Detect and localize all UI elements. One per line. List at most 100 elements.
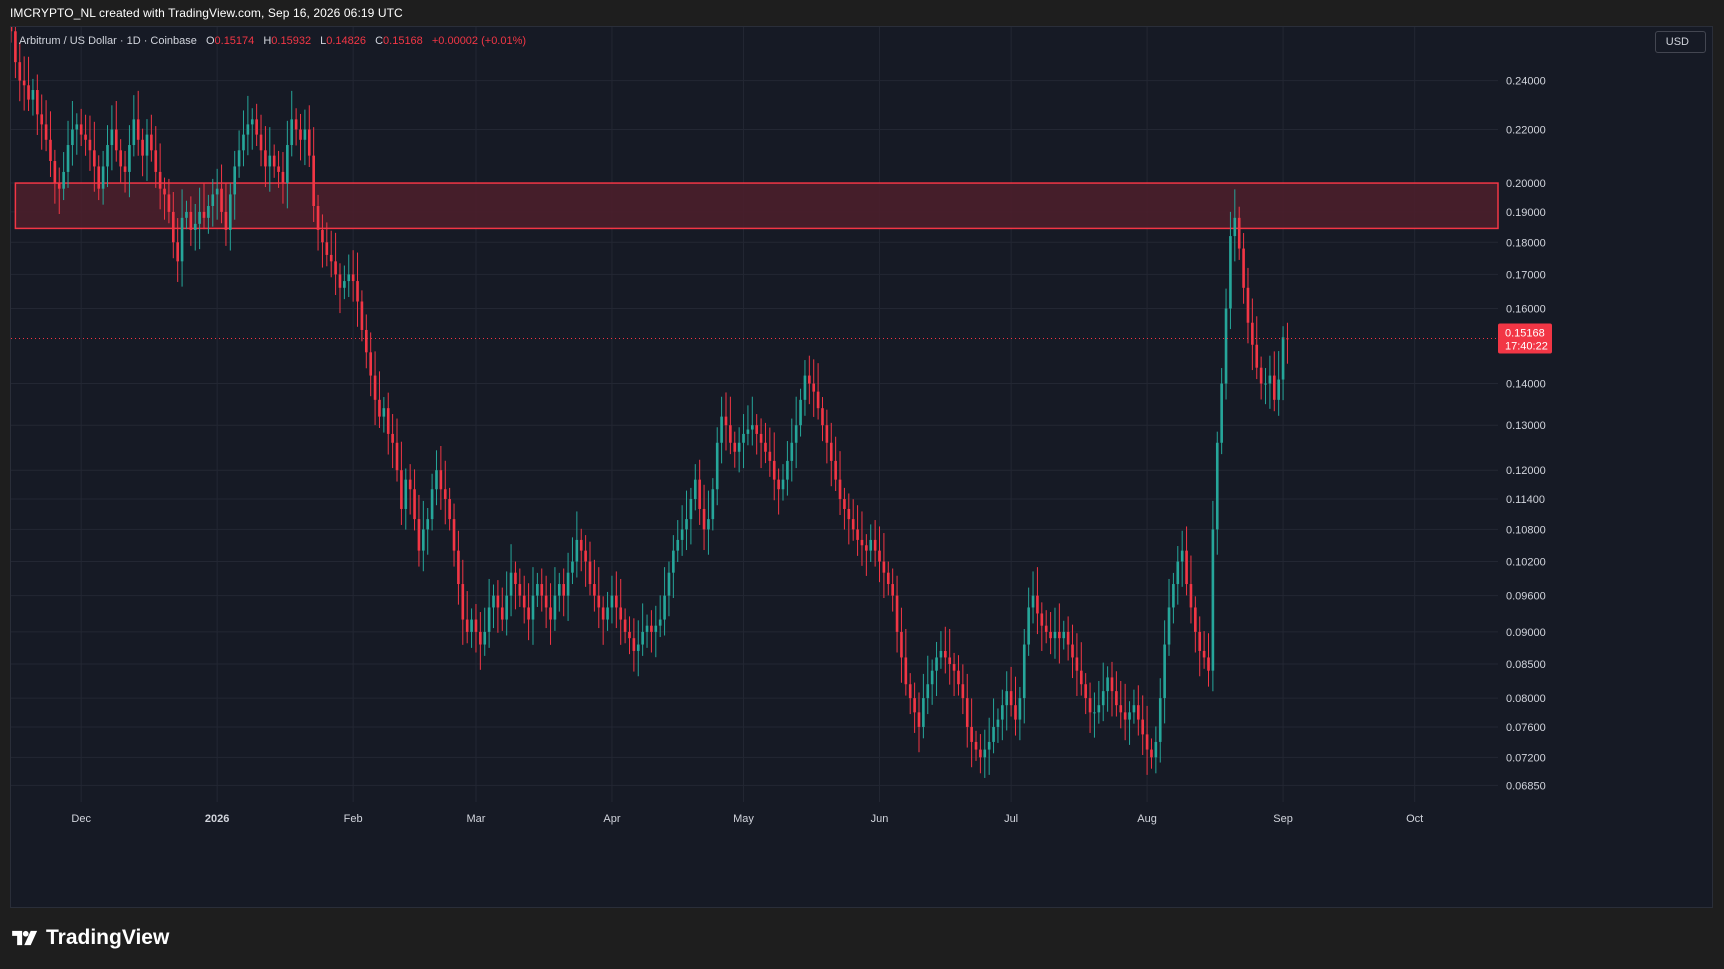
candle-body — [202, 211, 206, 218]
y-tick-label: 0.19000 — [1506, 207, 1546, 219]
candle-body — [1154, 741, 1158, 758]
candle-body — [185, 211, 188, 218]
candle-body — [593, 584, 596, 596]
attribution-header: IMCRYPTO_NL created with TradingView.com… — [10, 6, 403, 20]
candle-body — [829, 442, 833, 461]
candle-body — [465, 619, 469, 632]
candle-body — [290, 119, 294, 146]
y-tick-label: 0.10200 — [1506, 557, 1546, 569]
candle-body — [843, 499, 846, 509]
x-tick-label: Mar — [466, 813, 485, 825]
candle-body — [1202, 650, 1206, 658]
candle-body — [987, 741, 991, 750]
candle-body — [1145, 734, 1149, 750]
candle-body — [878, 550, 881, 562]
candle-body — [601, 607, 605, 620]
candle-body — [356, 281, 359, 302]
candle-body — [1255, 344, 1259, 368]
candle-body — [264, 150, 267, 167]
candle-body — [435, 470, 438, 490]
candle-body — [724, 416, 728, 426]
candle-body — [1119, 705, 1123, 713]
candle-body — [1136, 705, 1140, 720]
candle-body — [650, 625, 653, 632]
candle-body — [1272, 375, 1276, 400]
candle-body — [733, 442, 737, 452]
price-tag — [1498, 323, 1552, 354]
y-tick-label: 0.24000 — [1506, 76, 1546, 88]
candle-body — [443, 489, 447, 500]
candle-body — [1237, 217, 1241, 249]
change-value: +0.00002 (+0.01%) — [431, 35, 527, 47]
candle-body — [114, 129, 118, 151]
symbol-legend: Arbitrum / US Dollar · 1D · Coinbase O0.… — [19, 35, 526, 47]
candle-body — [935, 657, 938, 671]
candle-body — [369, 352, 373, 376]
low-label: L — [320, 35, 327, 47]
price-chart[interactable]: 0.24000 0.22000 0.20000 0.19000 0.18000 0.170… — [11, 27, 1712, 907]
chart-panel[interactable]: 0.24000 0.22000 0.20000 0.19000 0.18000 0.170… — [10, 26, 1713, 908]
candle-body — [1207, 657, 1210, 671]
candle-body — [1128, 712, 1131, 720]
candle-body — [536, 584, 539, 596]
candle-body — [825, 425, 829, 443]
candle-body — [1014, 705, 1017, 720]
candle-body — [1176, 561, 1180, 585]
x-tick-label: Oct — [1406, 813, 1423, 825]
candle-body — [654, 625, 658, 632]
tradingview-logo-icon — [12, 930, 38, 946]
x-tick-label: Apr — [603, 813, 620, 825]
candle-body — [1005, 691, 1009, 706]
y-tick-label: 0.12000 — [1506, 465, 1546, 477]
candle-body — [1027, 607, 1030, 645]
candle-body — [1058, 631, 1061, 639]
candle-body — [378, 399, 381, 417]
candle-body — [110, 129, 114, 146]
candle-body — [189, 211, 193, 230]
candle-body — [215, 188, 219, 195]
candle-body — [755, 425, 759, 434]
candle-body — [514, 572, 517, 585]
candle-body — [610, 595, 614, 608]
candle-body — [1233, 217, 1237, 237]
candle-body — [803, 375, 807, 400]
candle-body — [1101, 691, 1105, 706]
candle-body — [128, 145, 131, 172]
candle-body — [794, 425, 798, 443]
candle-body — [316, 206, 320, 230]
candle-body — [623, 619, 627, 632]
candle-body — [1031, 595, 1035, 608]
candle-body — [229, 194, 232, 230]
candle-body — [1194, 607, 1197, 632]
candle-body — [31, 90, 35, 100]
candle-body — [772, 460, 776, 480]
candle-body — [1211, 529, 1215, 671]
currency-selector[interactable]: USD — [1654, 31, 1706, 53]
x-tick-label: Jun — [871, 813, 889, 825]
candle-body — [408, 479, 412, 490]
candle-body — [106, 145, 109, 167]
candle-body — [404, 479, 408, 509]
candle-body — [395, 442, 399, 471]
candle-body — [1044, 625, 1048, 632]
candle-body — [167, 194, 171, 212]
candle-body — [698, 479, 701, 509]
candle-body — [413, 489, 416, 520]
candle-body — [347, 274, 351, 282]
candle-body — [1088, 698, 1092, 713]
candle-body — [312, 155, 315, 207]
candle-body — [1066, 631, 1070, 645]
candle-body — [382, 408, 386, 417]
candle-body — [544, 595, 548, 608]
candle-body — [816, 391, 820, 409]
candle-body — [571, 561, 574, 573]
candle-body — [851, 519, 855, 530]
low-value: 0.14826 — [326, 35, 367, 47]
candle-body — [57, 183, 61, 189]
tradingview-logo[interactable]: TradingView — [10, 924, 169, 952]
candle-body — [588, 561, 592, 585]
candle-body — [27, 85, 30, 100]
y-tick-label: 0.11400 — [1506, 494, 1545, 506]
tradingview-wordmark: TradingView — [46, 926, 170, 949]
candle-body — [334, 261, 337, 275]
